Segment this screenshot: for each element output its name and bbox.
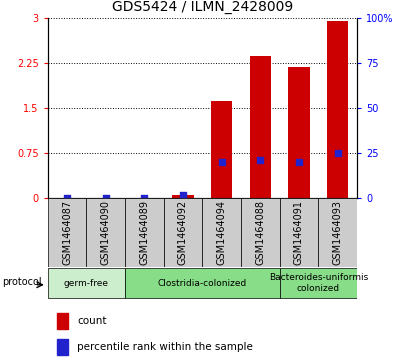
Text: GSM1464092: GSM1464092 [178,200,188,265]
Point [295,159,302,165]
FancyBboxPatch shape [86,198,125,267]
Text: GSM1464091: GSM1464091 [294,200,304,265]
Point [103,195,109,201]
Text: GSM1464088: GSM1464088 [255,200,265,265]
FancyBboxPatch shape [280,268,357,298]
Point [64,195,71,201]
FancyBboxPatch shape [125,198,164,267]
FancyBboxPatch shape [241,198,280,267]
Point [180,192,186,198]
Text: germ-free: germ-free [64,279,109,287]
Text: protocol: protocol [2,277,42,286]
Text: GSM1464094: GSM1464094 [217,200,227,265]
Text: count: count [77,316,107,326]
Text: GSM1464090: GSM1464090 [101,200,111,265]
Bar [57,313,68,329]
Title: GDS5424 / ILMN_2428009: GDS5424 / ILMN_2428009 [112,0,293,15]
Point [334,150,341,156]
Text: Bacteroides-uniformis
colonized: Bacteroides-uniformis colonized [269,273,368,293]
Bar [288,67,310,198]
Bar [327,21,348,198]
Text: GSM1464087: GSM1464087 [62,200,72,265]
Text: GSM1464093: GSM1464093 [332,200,342,265]
FancyBboxPatch shape [48,198,86,267]
Bar [172,195,194,198]
Bar [57,339,68,355]
Bar [211,101,232,198]
FancyBboxPatch shape [125,268,280,298]
Text: Clostridia-colonized: Clostridia-colonized [158,279,247,287]
FancyBboxPatch shape [318,198,357,267]
Bar [250,56,271,198]
Point [218,159,225,165]
FancyBboxPatch shape [164,198,202,267]
FancyBboxPatch shape [48,268,125,298]
Point [141,195,148,201]
Text: percentile rank within the sample: percentile rank within the sample [77,342,253,352]
Point [257,157,264,163]
FancyBboxPatch shape [280,198,318,267]
Text: GSM1464089: GSM1464089 [139,200,149,265]
FancyBboxPatch shape [202,198,241,267]
